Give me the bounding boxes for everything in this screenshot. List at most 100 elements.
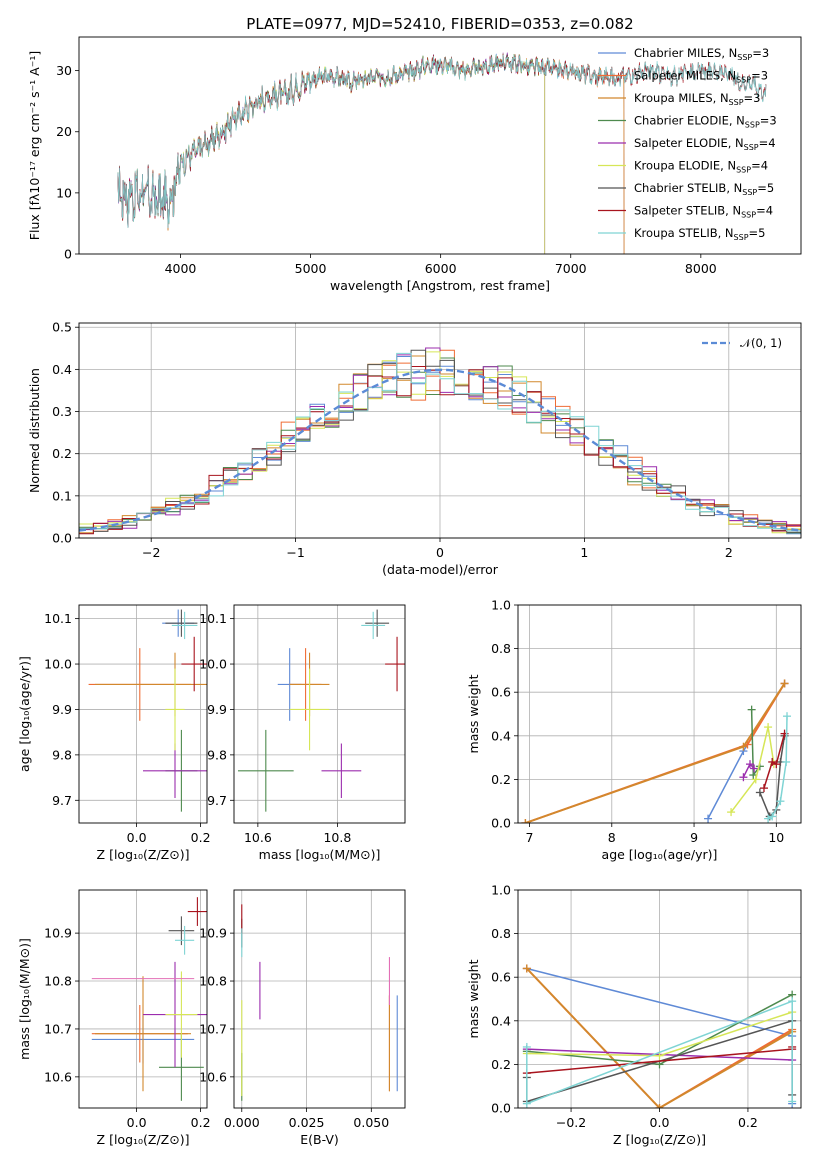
weight-line — [526, 1000, 793, 1105]
ticks-weight-vs-Z: −0.2 0.0 0.2 0.0 0.2 0.4 0.6 0.8 1.0 — [491, 883, 758, 1131]
y-tick-label: 0.2 — [52, 446, 72, 461]
legend-label: Kroupa STELIB, NSSP=5 — [634, 226, 765, 242]
legend-label-main: Kroupa STELIB, N — [634, 226, 734, 240]
x-tick-label: −0.2 — [556, 1115, 586, 1130]
axes-frame-mass-vs-ebv — [233, 889, 406, 1109]
x-tick-label: 8 — [608, 830, 616, 845]
x-tick-label: 0.0 — [650, 1115, 670, 1130]
legend-label-sub: SSP — [742, 188, 757, 197]
errorbar-point — [361, 611, 386, 640]
weight-marker — [655, 1104, 664, 1108]
legend-label-sub: SSP — [729, 98, 744, 107]
legend-label-main: Salpeter MILES, N — [634, 69, 736, 83]
y-tick-label: 0.4 — [491, 728, 511, 743]
ticks-spectrum: 4000 5000 6000 7000 8000 0 10 20 30 — [56, 63, 717, 276]
x-axis-label: mass [log₁₀(M/M⊙)] — [259, 847, 381, 862]
x-tick-label: 0.000 — [224, 1115, 260, 1130]
weight-marker — [783, 712, 792, 721]
weight-marker — [521, 819, 530, 823]
legend-label: Salpeter MILES, NSSP=3 — [634, 69, 768, 85]
legend-label-suffix: =3 — [752, 46, 769, 60]
errorbar-point — [175, 925, 195, 955]
y-tick-label: 0.4 — [52, 362, 72, 377]
axes-spectrum: 4000 5000 6000 7000 8000 0 10 20 30 wavelength [A… — [27, 36, 802, 293]
y-tick-label: 10.0 — [44, 657, 72, 672]
y-tick-label: 1.0 — [491, 883, 511, 898]
legend-label-suffix: =4 — [756, 204, 773, 218]
plot-area-mass-vs-ebv — [241, 904, 398, 1101]
axes-frame-weight-vs-age — [517, 604, 802, 824]
y-axis-label: age [log₁₀(age/yr)] — [17, 656, 32, 772]
weight-marker — [522, 1042, 531, 1051]
x-axis-label: Z [log₁₀(Z/Z⊙)] — [613, 1132, 706, 1147]
y-tick-label: 10 — [56, 185, 72, 200]
x-tick-label: 7 — [526, 830, 534, 845]
weight-marker — [788, 1097, 797, 1106]
axes-weight-vs-Z: −0.2 0.0 0.2 0.0 0.2 0.4 0.6 0.8 1.0 Z [log₁₀(Z/Z… — [466, 883, 802, 1147]
legend-label-suffix: =4 — [751, 159, 768, 173]
weight-marker — [788, 997, 797, 1006]
x-tick-label: 9 — [690, 830, 698, 845]
x-axis-label: Z [log₁₀(Z/Z⊙)] — [97, 1132, 190, 1147]
errorbar-point — [165, 971, 198, 1058]
legend-label: Salpeter ELODIE, NSSP=4 — [634, 136, 776, 152]
errorbar-point — [289, 668, 330, 751]
y-tick-label: 9.8 — [52, 747, 72, 762]
weight-marker — [749, 771, 758, 780]
y-tick-label: 10.1 — [44, 611, 72, 626]
y-tick-label: 0.4 — [491, 1013, 511, 1028]
plot-area-residuals — [79, 347, 801, 538]
axes-frame-age-vs-Z — [78, 604, 208, 824]
errorbar-point — [385, 636, 405, 692]
x-tick-label: 0.0 — [127, 830, 147, 845]
spectrum-line — [117, 54, 767, 229]
plot-area-age-vs-Z — [88, 609, 207, 812]
legend-label-suffix: =3 — [751, 69, 768, 83]
y-tick-label: 1.0 — [491, 598, 511, 613]
y-axis-label: Flux [fλ10⁻¹⁷ erg cm⁻² s⁻¹ A⁻¹] — [27, 51, 42, 240]
weight-marker — [522, 964, 531, 973]
plot-area-weight-vs-Z — [522, 964, 797, 1108]
ticks-age-vs-Z: 0.0 0.2 9.7 9.8 9.9 10.0 10.1 — [44, 611, 210, 845]
plot-area-age-vs-mass — [237, 609, 405, 812]
legend-label-main: Salpeter STELIB, N — [634, 204, 741, 218]
legend-label-sub: SSP — [734, 233, 749, 242]
legend-label-suffix: =5 — [757, 181, 774, 195]
ticks-mass-vs-ebv: 0.000 0.025 0.050 10.6 10.7 10.8 10.9 — [199, 926, 389, 1130]
y-tick-label: 20 — [56, 124, 72, 139]
y-tick-label: 10.8 — [199, 974, 227, 989]
histogram-step — [79, 352, 801, 538]
x-axis-label: (data-model)/error — [382, 562, 499, 577]
legend-label-main: Chabrier ELODIE, N — [634, 114, 745, 128]
y-tick-label: 0.8 — [491, 926, 511, 941]
y-tick-label: 30 — [56, 63, 72, 78]
errorbar-point — [187, 897, 207, 926]
y-tick-label: 9.7 — [207, 793, 227, 808]
y-tick-label: 0.1 — [52, 488, 72, 503]
axes-age-vs-Z: 0.0 0.2 9.7 9.8 9.9 10.0 10.1 Z [log₁₀(Z/Z⊙)] ag… — [17, 604, 211, 862]
y-tick-label: 0.5 — [52, 320, 72, 335]
errorbar-point — [181, 636, 207, 692]
x-tick-label: 7000 — [555, 261, 587, 276]
errorbar-point — [237, 729, 294, 812]
y-tick-label: 0.6 — [491, 685, 511, 700]
axes-frame-weight-vs-Z — [517, 889, 802, 1109]
y-tick-label: 9.7 — [52, 793, 72, 808]
y-tick-label: 0.0 — [52, 531, 72, 546]
x-tick-label: 10.6 — [244, 830, 272, 845]
gaussian-curve — [79, 368, 801, 532]
axes-mass-vs-Z: 0.0 0.2 10.6 10.7 10.8 10.9 Z [log₁₀(Z/Z⊙)] mas… — [17, 889, 211, 1147]
y-tick-label: 0.3 — [52, 404, 72, 419]
legend-label-sub: SSP — [736, 166, 751, 175]
x-tick-label: 2 — [725, 545, 733, 560]
x-tick-label: −2 — [142, 545, 160, 560]
errorbar-point — [365, 609, 390, 637]
y-axis-label: mass weight — [466, 959, 481, 1038]
ticks-residuals: −2 −1 0 1 2 0.0 0.1 0.2 0.3 0.4 0.5 — [52, 320, 733, 560]
weight-marker — [751, 775, 760, 784]
legend-label-main: Salpeter ELODIE, N — [634, 136, 744, 150]
weight-marker — [768, 757, 777, 766]
